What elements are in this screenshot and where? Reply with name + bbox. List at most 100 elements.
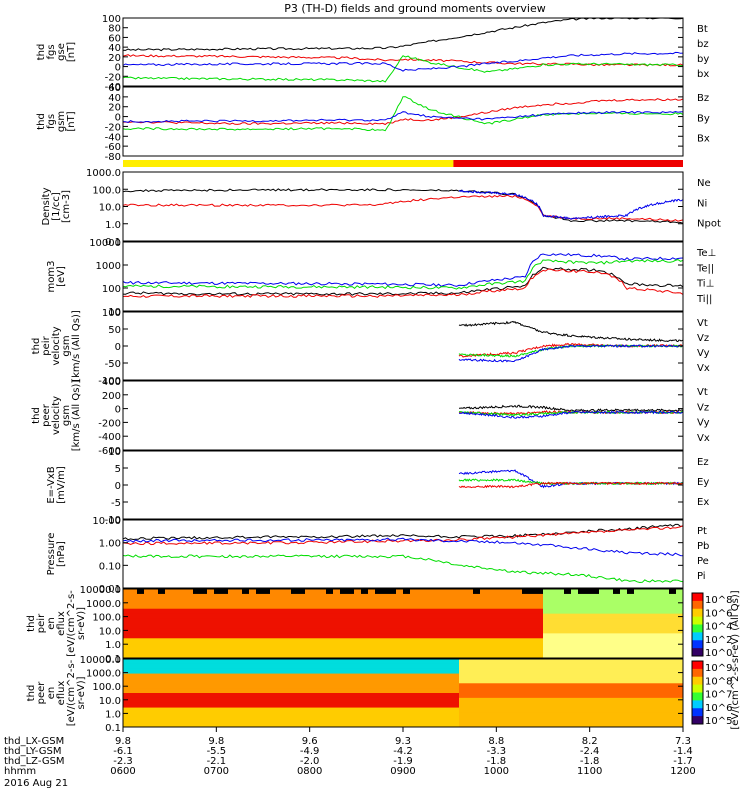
heatmap-cell — [172, 697, 180, 704]
y-tick-label: 1000.0 — [86, 168, 121, 179]
heatmap-cell — [466, 673, 474, 679]
heatmap-cell — [130, 722, 138, 728]
heatmap-cell — [179, 623, 187, 629]
heatmap-cell — [347, 648, 355, 654]
heatmap-cell — [284, 707, 292, 713]
heatmap-cell — [263, 712, 271, 718]
heatmap-cell — [571, 712, 579, 718]
heatmap-cell — [648, 717, 656, 723]
heatmap-cell — [389, 653, 397, 659]
heatmap-cell — [466, 633, 474, 639]
heatmap-cell — [431, 623, 439, 629]
heatmap-cell — [298, 702, 306, 709]
heatmap-cell — [123, 648, 131, 654]
colorbar-tick-label: 10^6 — [705, 608, 732, 619]
heatmap-cell — [158, 717, 166, 723]
y-axis-label: en — [46, 617, 57, 630]
colorbar-step — [692, 661, 703, 670]
heatmap-cell — [256, 633, 264, 639]
legend-Vy: Vy — [697, 418, 710, 429]
heatmap-cell — [375, 653, 383, 659]
heatmap-cell — [627, 673, 635, 679]
heatmap-cell — [165, 608, 173, 615]
heatmap-cell — [368, 648, 376, 654]
heatmap-cell — [438, 663, 446, 670]
heatmap-cell — [193, 702, 201, 709]
heatmap-cell — [473, 688, 481, 694]
heatmap-cell — [207, 589, 215, 595]
heatmap-cell — [473, 707, 481, 713]
heatmap-cell — [676, 648, 684, 654]
heatmap-cell — [543, 633, 551, 639]
heatmap-cell — [284, 648, 292, 654]
heatmap-cell — [571, 648, 579, 654]
legend-by: by — [697, 54, 709, 65]
heatmap-cell — [599, 613, 607, 620]
heatmap-cell — [319, 593, 327, 600]
heatmap-cell — [417, 628, 425, 634]
heatmap-cell — [550, 653, 558, 659]
heatmap-cell — [361, 628, 369, 634]
heatmap-cell — [473, 628, 481, 634]
heatmap-cell — [186, 638, 194, 644]
heatmap-cell — [242, 702, 250, 709]
heatmap-cell — [557, 693, 565, 699]
heatmap-cell — [361, 717, 369, 723]
heatmap-cell — [130, 623, 138, 629]
heatmap-cell — [585, 659, 593, 665]
heatmap-cell — [382, 618, 390, 624]
heatmap-cell — [585, 608, 593, 615]
heatmap-cell — [599, 668, 607, 675]
heatmap-cell — [480, 643, 488, 649]
heatmap-cell — [172, 633, 180, 639]
heatmap-cell — [270, 643, 278, 649]
heatmap-cell — [508, 628, 516, 634]
heatmap-cell — [382, 603, 390, 610]
heatmap-cell — [228, 589, 236, 595]
heatmap-cell — [347, 717, 355, 723]
heatmap-cell — [298, 633, 306, 639]
heatmap-cell — [641, 593, 649, 600]
heatmap-cell — [347, 702, 355, 709]
heatmap-cell — [291, 702, 299, 709]
heatmap-cell — [473, 702, 481, 709]
heatmap-cell — [613, 663, 621, 670]
heatmap-cell — [529, 613, 537, 620]
heatmap-cell — [592, 598, 600, 605]
heatmap-cell — [256, 638, 264, 644]
heatmap-cell — [172, 663, 180, 670]
heatmap-cell — [452, 653, 460, 659]
heatmap-cell — [347, 643, 355, 649]
heatmap-cell — [221, 648, 229, 654]
heatmap-cell — [354, 608, 362, 615]
heatmap-cell — [641, 608, 649, 615]
series-line-Bt — [122, 17, 684, 52]
heatmap-cell — [606, 722, 614, 728]
heatmap-cell — [438, 593, 446, 600]
heatmap-cell — [634, 707, 642, 713]
heatmap-cell — [578, 717, 586, 723]
heatmap-cell — [396, 722, 404, 728]
heatmap-cell — [235, 659, 243, 665]
heatmap-cell — [144, 589, 152, 595]
heatmap-cell — [228, 598, 236, 605]
heatmap-cell — [340, 638, 348, 644]
heatmap-cell — [606, 707, 614, 713]
heatmap-cell — [235, 697, 243, 704]
heatmap-cell — [669, 707, 677, 713]
heatmap-cell — [242, 638, 250, 644]
heatmap-cell — [557, 593, 565, 600]
heatmap-cell — [242, 668, 250, 675]
xaxis-value: -1.4 — [673, 746, 693, 757]
y-tick-label: 0 — [115, 342, 121, 353]
heatmap-cell — [221, 702, 229, 709]
heatmap-cell — [179, 678, 187, 684]
heatmap-cell — [501, 628, 509, 634]
heatmap-cell — [158, 593, 166, 600]
heatmap-cell — [620, 598, 628, 605]
heatmap-cell — [634, 702, 642, 709]
colorbar-step — [692, 608, 703, 618]
heatmap-cell — [410, 618, 418, 624]
heatmap-cell — [368, 668, 376, 675]
